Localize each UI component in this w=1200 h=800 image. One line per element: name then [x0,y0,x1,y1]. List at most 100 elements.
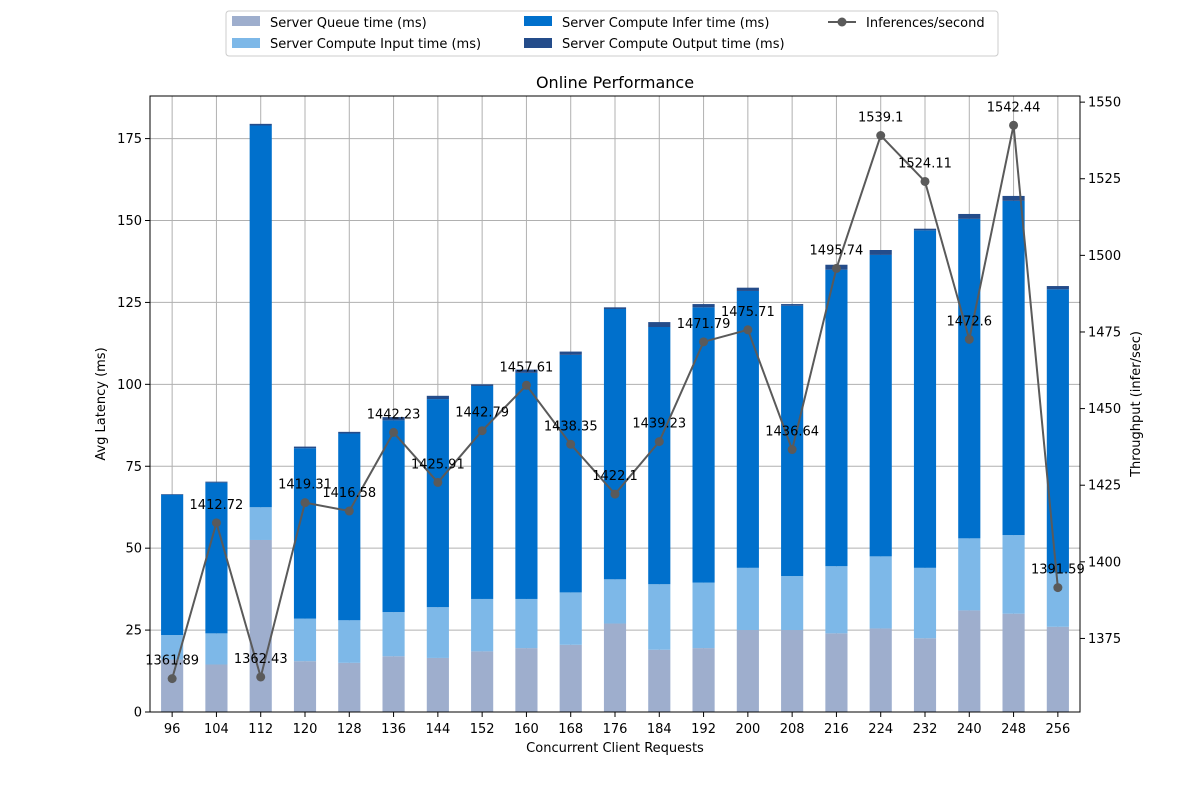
legend-label-throughput: Inferences/second [866,16,985,31]
throughput-point-168 [566,439,576,449]
bar-queue-112 [249,539,272,712]
bar-infer-184 [648,327,671,585]
bar-queue-256 [1046,626,1069,712]
throughput-point-216 [831,263,841,273]
x-tick-label-112: 112 [248,722,273,737]
bar-input-232 [913,567,937,639]
bar-output-200 [736,287,759,291]
throughput-point-200 [743,325,753,335]
bar-output-96 [161,494,184,495]
x-tick-label-144: 144 [425,722,450,737]
bar-output-144 [426,395,449,400]
x-tick-label-136: 136 [381,722,406,737]
bar-queue-240 [958,610,981,712]
throughput-point-152 [477,426,487,436]
bar-input-192 [692,582,715,649]
bar-input-160 [515,598,538,649]
x-tick-label-128: 128 [337,722,362,737]
bar-input-104 [205,633,228,665]
bar-output-248 [1002,195,1025,201]
throughput-point-184 [654,437,664,447]
throughput-data-label: 1542.44 [987,100,1041,115]
bars-layer [161,123,1069,712]
throughput-point-176 [610,489,620,499]
bar-queue-120 [293,661,317,712]
y2-tick-label: 1425 [1088,479,1121,494]
bar-infer-256 [1046,289,1069,573]
bar-output-192 [692,304,715,308]
legend-label-infer: Server Compute Infer time (ms) [562,16,769,31]
throughput-data-label: 1539.1 [858,111,904,126]
bar-infer-128 [338,433,361,621]
throughput-data-label: 1457.61 [500,360,554,375]
throughput-point-240 [964,334,974,344]
bar-input-256 [1046,572,1069,627]
bar-input-240 [958,538,981,611]
bar-output-168 [559,351,582,355]
throughput-point-144 [433,477,443,487]
bar-output-208 [781,304,804,306]
bar-input-96 [161,635,184,660]
bar-input-136 [382,612,405,657]
bar-input-248 [1002,535,1025,614]
x-tick-label-184: 184 [647,722,672,737]
legend-swatch-output [524,38,552,48]
y-tick-label: 75 [125,460,142,475]
bar-infer-176 [603,308,627,580]
throughput-point-136 [389,427,399,437]
y2-tick-label: 1450 [1088,402,1121,417]
y-tick-label: 175 [117,132,142,147]
throughput-point-128 [344,506,354,516]
legend: Server Queue time (ms) Server Compute In… [225,10,999,57]
x-axis-label: Concurrent Client Requests [526,741,704,756]
bar-infer-160 [515,372,538,599]
bar-infer-192 [692,307,715,583]
throughput-data-label: 1416.58 [322,486,376,501]
throughput-data-label: 1422.1 [592,469,638,484]
axes-layer: 0255075100125150175137514001425145014751… [117,95,1121,737]
bar-queue-216 [825,633,848,712]
throughput-data-label: 1438.35 [544,419,598,434]
throughput-point-232 [920,176,930,186]
throughput-data-label: 1471.79 [677,317,731,332]
bar-output-240 [958,213,981,219]
y2-tick-label: 1525 [1088,172,1121,187]
legend-frame [225,10,999,57]
x-tick-label-208: 208 [780,722,805,737]
y2-axis-label: Throughput (infer/sec) [1129,331,1144,478]
throughput-data-label: 1361.89 [145,654,199,669]
bar-queue-248 [1002,613,1025,712]
throughput-point-120 [300,498,310,508]
bar-queue-208 [781,630,804,712]
throughput-data-label: 1436.64 [765,425,819,440]
bar-input-112 [249,507,272,540]
y-tick-label: 0 [134,706,142,721]
bar-infer-208 [781,305,804,577]
y-tick-label: 50 [125,542,142,557]
x-tick-label-192: 192 [691,722,716,737]
throughput-point-256 [1053,583,1063,593]
bar-input-168 [559,592,582,645]
chart-title: Online Performance [536,73,694,92]
y-tick-label: 125 [117,296,142,311]
bar-input-208 [781,576,804,631]
legend-swatch-infer [524,16,552,26]
bar-input-152 [471,598,494,652]
throughput-point-208 [787,445,797,455]
throughput-data-label: 1412.72 [190,498,244,513]
x-tick-label-200: 200 [735,722,760,737]
bar-queue-152 [471,651,494,712]
bar-queue-192 [692,648,715,712]
throughput-point-224 [876,131,886,141]
throughput-point-96 [167,674,177,684]
bar-infer-120 [293,448,317,619]
legend-swatch-queue [232,16,260,26]
y2-tick-label: 1375 [1088,632,1121,647]
throughput-data-label: 1524.11 [898,156,952,171]
y-tick-label: 25 [125,624,142,639]
bar-output-136 [382,417,405,421]
x-tick-label-152: 152 [470,722,495,737]
throughput-data-label: 1442.23 [367,407,421,422]
x-tick-label-256: 256 [1045,722,1070,737]
